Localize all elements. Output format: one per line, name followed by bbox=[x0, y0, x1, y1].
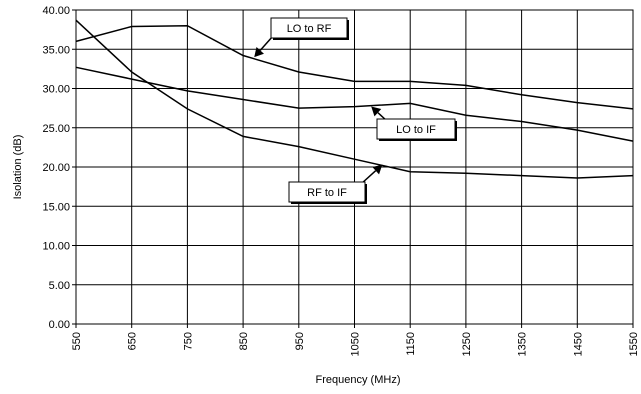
y-tick-label: 0.00 bbox=[49, 319, 70, 331]
annotations: LO to RF LO to IF RF to IF bbox=[254, 17, 457, 204]
y-tick-label: 30.00 bbox=[42, 84, 70, 96]
annotation-box bbox=[288, 181, 366, 203]
y-tick-label: 25.00 bbox=[42, 123, 70, 135]
arrow-head-icon bbox=[254, 47, 264, 58]
tick-labels: 550 650 750 850 950 1050 1150 1250 1350 1450 1550 0… bbox=[42, 5, 640, 356]
y-axis-title: Isolation (dB) bbox=[12, 135, 24, 200]
annotation-label: LO to RF bbox=[287, 23, 332, 35]
x-tick-label: 950 bbox=[294, 332, 306, 350]
series-line-lo-to-rf bbox=[75, 24, 634, 110]
x-tick-label: 850 bbox=[238, 332, 250, 350]
annotation-box bbox=[376, 118, 456, 140]
annotation-rf-to-if: RF to IF bbox=[288, 164, 383, 204]
x-tick-label: 650 bbox=[127, 332, 139, 350]
grid bbox=[72, 9, 634, 328]
arrow-head-icon bbox=[372, 164, 383, 175]
x-tick-label: 1250 bbox=[461, 332, 473, 356]
x-tick-label: 1350 bbox=[517, 332, 529, 356]
series-line-lo-to-if bbox=[75, 66, 634, 142]
annotation-label: RF to IF bbox=[307, 187, 347, 199]
x-tick-label: 1450 bbox=[572, 332, 584, 356]
y-tick-label: 5.00 bbox=[49, 280, 70, 292]
y-tick-label: 10.00 bbox=[42, 241, 70, 253]
x-tick-label: 1150 bbox=[405, 332, 417, 356]
y-tick-label: 15.00 bbox=[42, 201, 70, 213]
y-tick-label: 20.00 bbox=[42, 162, 70, 174]
annotation-lo-to-rf: LO to RF bbox=[254, 17, 349, 58]
series-group bbox=[75, 19, 634, 179]
x-tick-label: 750 bbox=[182, 332, 194, 350]
annotation-label: LO to IF bbox=[396, 124, 436, 136]
x-tick-label: 550 bbox=[71, 332, 83, 350]
y-tick-label: 35.00 bbox=[42, 44, 70, 56]
plot-border bbox=[75, 9, 634, 325]
x-tick-label: 1050 bbox=[350, 332, 362, 356]
series-line-rf-to-if bbox=[75, 19, 634, 179]
annotation-box bbox=[270, 17, 348, 39]
x-tick-label: 1550 bbox=[628, 332, 640, 356]
arrow-head-icon bbox=[371, 106, 382, 117]
x-axis-title: Frequency (MHz) bbox=[316, 374, 401, 386]
y-tick-label: 40.00 bbox=[42, 5, 70, 17]
annotation-lo-to-if: LO to IF bbox=[371, 106, 457, 141]
